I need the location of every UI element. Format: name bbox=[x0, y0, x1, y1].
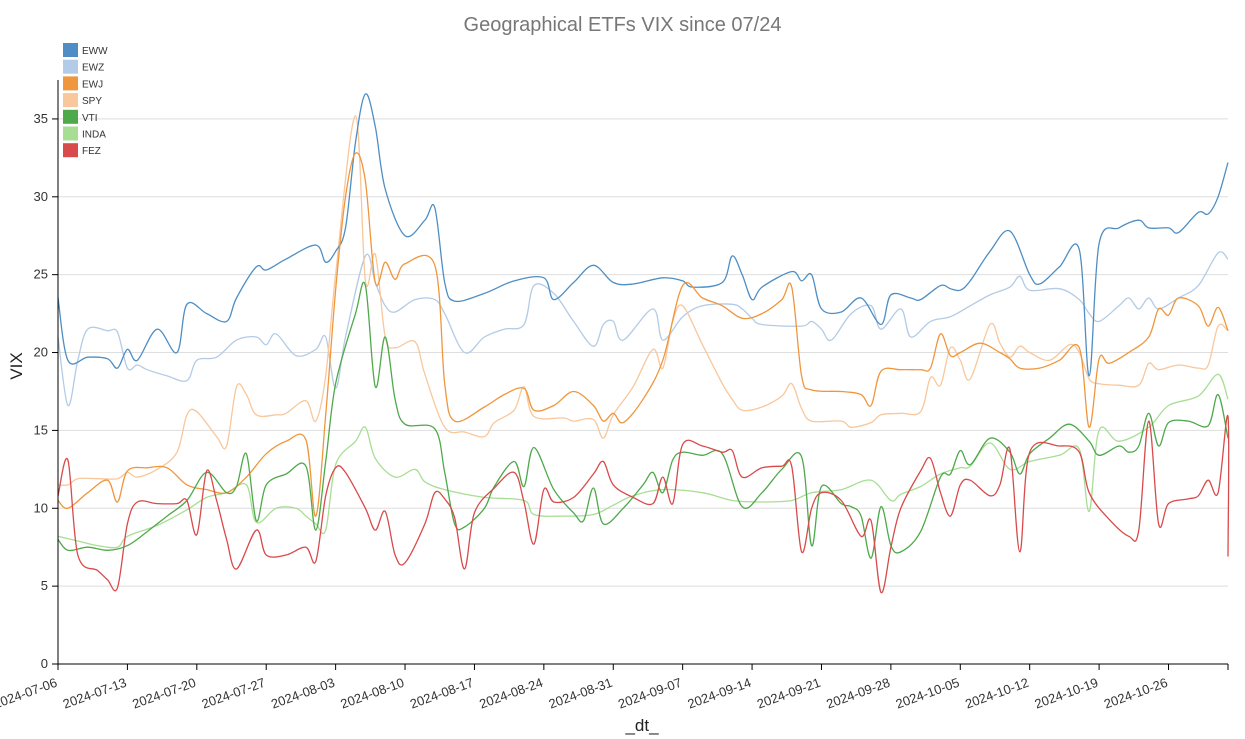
x-tick-label: 2024-09-21 bbox=[755, 675, 823, 712]
x-tick-label: 2024-10-12 bbox=[963, 675, 1031, 712]
legend-label-inda: INDA bbox=[82, 130, 106, 141]
y-tick-label: 30 bbox=[34, 189, 48, 204]
legend-label-spy: SPY bbox=[82, 96, 102, 107]
y-tick-label: 10 bbox=[34, 500, 48, 515]
legend-label-vti: VTI bbox=[82, 113, 98, 124]
y-tick-label: 15 bbox=[34, 422, 48, 437]
x-tick-label: 2024-07-27 bbox=[200, 675, 268, 712]
x-tick-label: 2024-08-31 bbox=[547, 675, 615, 712]
gridlines bbox=[58, 118, 1228, 587]
legend-swatch-vti bbox=[63, 109, 78, 124]
legend-label-eww: EWW bbox=[82, 46, 108, 57]
y-tick-label: 20 bbox=[34, 345, 48, 360]
series-lines bbox=[57, 93, 1230, 594]
x-tick-label: 2024-08-03 bbox=[269, 675, 337, 712]
x-tick-label: 2024-09-14 bbox=[685, 675, 753, 712]
legend-swatch-fez bbox=[63, 143, 78, 158]
series-line-fez bbox=[57, 415, 1230, 594]
x-tick-label: 2024-10-26 bbox=[1102, 675, 1170, 712]
x-tick-label: 2024-08-10 bbox=[338, 675, 406, 712]
series-line-inda bbox=[57, 373, 1229, 549]
legend-swatch-eww bbox=[63, 43, 78, 57]
legend-swatch-ewz bbox=[63, 59, 78, 74]
legend: EWW EWZ EWJ SPY VTI INDA FEZ bbox=[63, 43, 108, 158]
y-tick-label: 5 bbox=[41, 578, 48, 593]
x-tick-label: 2024-08-17 bbox=[408, 675, 476, 712]
x-tick-label: 2024-09-28 bbox=[824, 675, 892, 712]
legend-label-ewz: EWZ bbox=[82, 63, 104, 74]
x-tick-label: 2024-07-06 bbox=[0, 675, 59, 712]
legend-swatch-ewj bbox=[63, 76, 78, 91]
series-line-spy bbox=[57, 115, 1229, 486]
y-axis-title: VIX bbox=[7, 352, 26, 379]
x-tick-label: 2024-08-24 bbox=[477, 675, 545, 712]
legend-label-fez: FEZ bbox=[82, 146, 101, 157]
y-tick-label: 0 bbox=[41, 656, 48, 671]
x-tick-label: 2024-10-05 bbox=[894, 675, 962, 712]
legend-swatch-spy bbox=[63, 93, 78, 108]
series-line-eww bbox=[57, 93, 1229, 377]
y-tick-label: 25 bbox=[34, 267, 48, 282]
y-tick-label: 35 bbox=[34, 111, 48, 126]
series-line-vti bbox=[57, 281, 1229, 559]
legend-swatch-inda bbox=[63, 126, 78, 141]
legend-label-ewj: EWJ bbox=[82, 79, 103, 90]
series-line-ewz bbox=[57, 251, 1229, 407]
chart-title: Geographical ETFs VIX since 07/24 bbox=[463, 14, 782, 36]
x-axis-title: _dt_ bbox=[624, 716, 659, 735]
x-tick-label: 2024-10-19 bbox=[1033, 675, 1101, 712]
x-tick-label: 2024-07-20 bbox=[130, 675, 198, 712]
x-tick-label: 2024-07-13 bbox=[61, 675, 129, 712]
series-line-ewj bbox=[57, 152, 1229, 517]
x-tick-label: 2024-09-07 bbox=[616, 675, 684, 712]
